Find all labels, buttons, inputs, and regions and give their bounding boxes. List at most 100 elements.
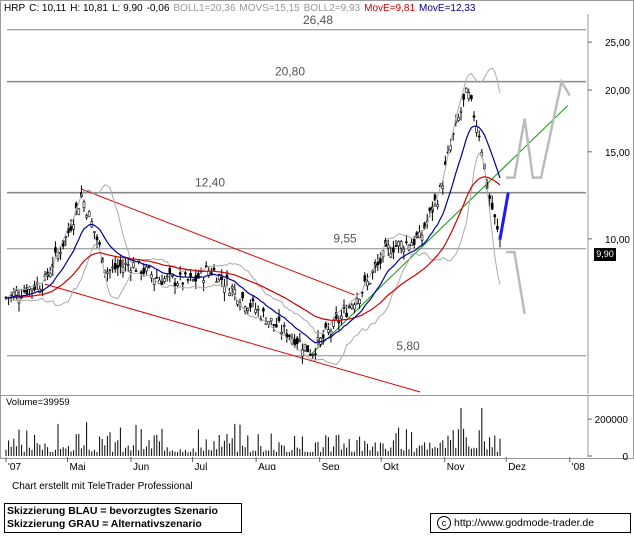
candle-body bbox=[147, 266, 151, 268]
candle-body bbox=[72, 224, 75, 230]
candle-body bbox=[397, 241, 400, 247]
candle-body bbox=[355, 298, 359, 304]
price-axis-label: 10,00 bbox=[605, 235, 630, 246]
candle-body bbox=[472, 115, 476, 118]
header-boll2: BOLL2=9,93 bbox=[303, 3, 361, 14]
candle-body bbox=[30, 288, 34, 292]
candle-body bbox=[368, 282, 372, 285]
move-blue-line bbox=[6, 125, 501, 344]
time-axis-label: '07 bbox=[8, 462, 21, 470]
candle-body bbox=[475, 126, 478, 133]
candle-body bbox=[178, 272, 182, 275]
candle-body bbox=[202, 280, 205, 283]
candle-body bbox=[405, 241, 408, 243]
candle-body bbox=[488, 195, 491, 199]
candle-body bbox=[496, 225, 499, 230]
time-axis-label: Okt bbox=[383, 462, 399, 470]
candle-body bbox=[376, 261, 380, 266]
level-label: 12,40 bbox=[195, 176, 225, 190]
legend-grey: Skizzierung GRAU = Alternativszenario bbox=[7, 518, 202, 530]
time-axis-label: Sep bbox=[322, 462, 340, 470]
candle-body bbox=[246, 308, 250, 311]
header-move-blue: MovE=12,33 bbox=[419, 3, 476, 14]
time-axis-label: Nov bbox=[447, 462, 465, 470]
time-axis-label: Mai bbox=[70, 462, 86, 470]
candle-body bbox=[43, 274, 47, 278]
candle-body bbox=[329, 330, 333, 335]
candle-body bbox=[126, 264, 130, 266]
candle-body bbox=[217, 274, 221, 280]
level-label: 9,55 bbox=[333, 232, 357, 246]
header-move-red: MovE=9,81 bbox=[364, 3, 416, 14]
candle-body bbox=[282, 325, 286, 327]
candle-body bbox=[262, 308, 265, 312]
candle-body bbox=[15, 290, 18, 296]
candle-body bbox=[280, 331, 283, 335]
website-url[interactable]: http://www.godmode-trader.de bbox=[454, 517, 595, 529]
candle-body bbox=[85, 215, 88, 218]
downtrend-channel-lower bbox=[44, 283, 421, 393]
candle-body bbox=[327, 329, 330, 333]
candle-body bbox=[33, 284, 36, 290]
candle-body bbox=[241, 292, 244, 299]
candle-body bbox=[228, 292, 231, 296]
blue-scenario-path bbox=[498, 192, 510, 240]
candle-body bbox=[464, 87, 468, 93]
candle-body bbox=[220, 277, 224, 280]
candle-body bbox=[25, 287, 29, 295]
candle-body bbox=[256, 308, 260, 311]
candle-body bbox=[295, 337, 299, 345]
website-link[interactable]: c http://www.godmode-trader.de bbox=[430, 513, 631, 533]
header-change: -0,06 bbox=[146, 3, 170, 14]
candle-body bbox=[95, 236, 99, 241]
volume-axis-label: 200000 bbox=[595, 415, 629, 426]
candle-body bbox=[119, 259, 122, 267]
candle-body bbox=[69, 226, 73, 231]
time-axis-label: Aug bbox=[258, 462, 276, 470]
candle-body bbox=[441, 185, 445, 189]
candle-body bbox=[470, 95, 473, 100]
candle-body bbox=[212, 267, 216, 271]
candle-body bbox=[347, 306, 351, 309]
candle-body bbox=[163, 278, 166, 282]
candle-body bbox=[145, 266, 148, 272]
candle-body bbox=[402, 248, 406, 252]
chart-header: HRP C: 10,11 H: 10,81 L: 9,90 -0,06 BOLL1=20,… bbox=[4, 3, 479, 15]
bollinger-upper-line bbox=[5, 67, 501, 334]
candle-body bbox=[181, 282, 185, 285]
candle-body bbox=[399, 241, 403, 249]
header-movs: MOVS=15,15 bbox=[239, 3, 300, 14]
move-red-line bbox=[6, 176, 501, 322]
candle-body bbox=[108, 269, 112, 272]
candle-body bbox=[152, 278, 156, 285]
candle-body bbox=[436, 204, 439, 207]
candle-body bbox=[316, 337, 320, 341]
copyright-icon: c bbox=[437, 516, 451, 531]
candle-body bbox=[288, 334, 291, 337]
candle-body bbox=[230, 286, 234, 289]
candle-body bbox=[233, 289, 237, 295]
candle-body bbox=[389, 253, 393, 258]
candle-body bbox=[477, 135, 481, 138]
time-axis-label: Jul bbox=[195, 462, 208, 470]
candle-body bbox=[223, 285, 226, 293]
candle-body bbox=[277, 316, 281, 322]
candle-body bbox=[191, 279, 195, 282]
candle-body bbox=[353, 304, 356, 310]
candle-body bbox=[340, 315, 343, 319]
candle-body bbox=[165, 275, 169, 278]
chart-canvas: 10,00 15,00 20,00 25,00 26,48 20,80 12,40 9,55 5… bbox=[4, 13, 630, 470]
candle-body bbox=[386, 244, 390, 249]
candle-body bbox=[113, 262, 117, 270]
candle-body bbox=[490, 202, 494, 210]
candle-body bbox=[457, 117, 460, 121]
candle-body bbox=[189, 273, 192, 277]
candle-body bbox=[298, 339, 302, 342]
candle-body bbox=[308, 354, 312, 356]
candle-body bbox=[116, 264, 120, 269]
candle-body bbox=[132, 262, 135, 268]
candle-body bbox=[366, 280, 369, 287]
candle-body bbox=[254, 309, 257, 313]
candle-body bbox=[410, 242, 413, 247]
candle-body bbox=[275, 324, 278, 328]
